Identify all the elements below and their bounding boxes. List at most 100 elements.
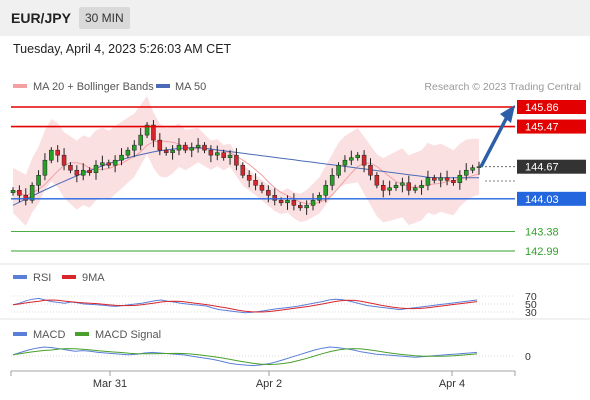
rsi-9ma-line <box>12 299 478 313</box>
candle-body <box>183 144 188 151</box>
candle-body <box>323 185 329 196</box>
candle-body <box>189 147 194 151</box>
pivot-label-box <box>517 191 586 206</box>
current-price-label: 144.67 <box>525 162 559 174</box>
candle-body <box>119 154 124 161</box>
candle-body <box>23 195 29 201</box>
candle-body <box>87 169 92 173</box>
candle-body <box>49 149 54 161</box>
timestamp: Tuesday, April 4, 2023 5:26:03 AM CET <box>13 42 232 56</box>
bollinger-band-area <box>13 95 479 227</box>
candle-body <box>215 152 220 156</box>
forecast-arrow <box>479 116 509 168</box>
candle-body <box>234 154 239 166</box>
symbol-label: EUR/JPY <box>11 10 71 26</box>
candle-body <box>253 180 258 186</box>
resistance-label-box <box>517 119 586 134</box>
candle-body <box>412 187 418 191</box>
candle-body <box>278 200 284 204</box>
candle-body <box>349 157 354 161</box>
x-axis-tick-label: Apr 4 <box>439 378 465 390</box>
candle-body <box>387 187 392 191</box>
candle-body <box>361 154 367 166</box>
macd-tick-label: 0 <box>525 351 531 363</box>
candle-body <box>138 134 143 146</box>
legend-label-ma20: MA 20 + Bollinger Bands <box>33 81 154 93</box>
legend-swatch-rsi <box>13 275 27 279</box>
candle-body <box>304 205 309 209</box>
candle-body <box>61 154 67 166</box>
candle-body <box>112 159 118 166</box>
candle-body <box>476 166 482 168</box>
legend-label-9ma: 9MA <box>82 272 105 284</box>
candle-body <box>393 185 399 189</box>
candle-body <box>151 124 156 141</box>
candle-body <box>444 177 450 181</box>
header-bar: EUR/JPY 30 MIN <box>0 0 590 36</box>
candle-body <box>80 169 86 176</box>
candle-body <box>336 164 341 176</box>
candle-body <box>144 124 150 136</box>
candle-body <box>259 185 265 191</box>
candle-body <box>42 159 48 176</box>
x-axis-tick-label: Mar 31 <box>93 378 127 390</box>
candle-body <box>419 185 424 189</box>
current-price-box <box>517 159 586 174</box>
candle-body <box>132 144 137 151</box>
candle-body <box>10 190 16 194</box>
timeframe-button[interactable]: 30 MIN <box>79 7 130 29</box>
legend-swatch-macd <box>13 332 27 336</box>
candle-body <box>55 149 60 156</box>
macd-signal-line <box>12 348 478 366</box>
candle-body <box>470 167 475 171</box>
resistance-label: 145.47 <box>525 122 559 134</box>
candle-body <box>298 205 303 209</box>
rsi-tick-label: 50 <box>525 299 537 311</box>
chart-credit: Research © 2023 Trading Central <box>424 81 581 93</box>
candle-body <box>310 200 316 206</box>
candle-body <box>368 164 373 176</box>
candle-body <box>317 195 322 201</box>
candle-body <box>432 177 437 181</box>
rsi-tick-label: 30 <box>525 307 537 319</box>
candle-body <box>29 185 35 201</box>
candle-body <box>272 195 277 201</box>
support-label: 143.38 <box>525 226 559 238</box>
candle-body <box>170 149 175 153</box>
candle-body <box>208 149 214 156</box>
candle-body <box>240 164 246 176</box>
candle-body <box>17 190 22 196</box>
legend-swatch-macd-signal <box>75 332 89 336</box>
resistance-label-box <box>517 100 586 114</box>
candle-body <box>176 144 182 151</box>
candle-body <box>438 177 443 181</box>
candle-body <box>36 174 41 186</box>
candle-body <box>425 177 431 186</box>
candle-body <box>93 164 99 173</box>
candle-body <box>374 174 380 186</box>
candle-body <box>221 152 226 158</box>
candle-body <box>329 174 335 186</box>
candle-body <box>463 169 469 176</box>
candle-body <box>106 162 112 166</box>
rsi-line <box>12 297 478 314</box>
candle-body <box>291 200 297 206</box>
candle-body <box>266 190 271 196</box>
pivot-label: 144.03 <box>525 194 559 206</box>
candle-body <box>227 154 233 158</box>
candle-body <box>406 182 412 191</box>
legend-label-ma50: MA 50 <box>175 81 206 93</box>
candle-body <box>202 144 207 151</box>
candle-body <box>400 182 405 186</box>
candle-body <box>100 162 105 166</box>
candle-body <box>68 164 73 171</box>
candle-body <box>342 159 348 166</box>
legend-label-macd: MACD <box>33 329 65 341</box>
legend-swatch-ma50 <box>156 84 170 88</box>
candle-body <box>74 169 80 176</box>
rsi-tick-label: 70 <box>525 291 537 303</box>
forecast-arrowhead <box>500 105 515 123</box>
candle-body <box>457 174 463 184</box>
candle-body <box>246 174 252 181</box>
